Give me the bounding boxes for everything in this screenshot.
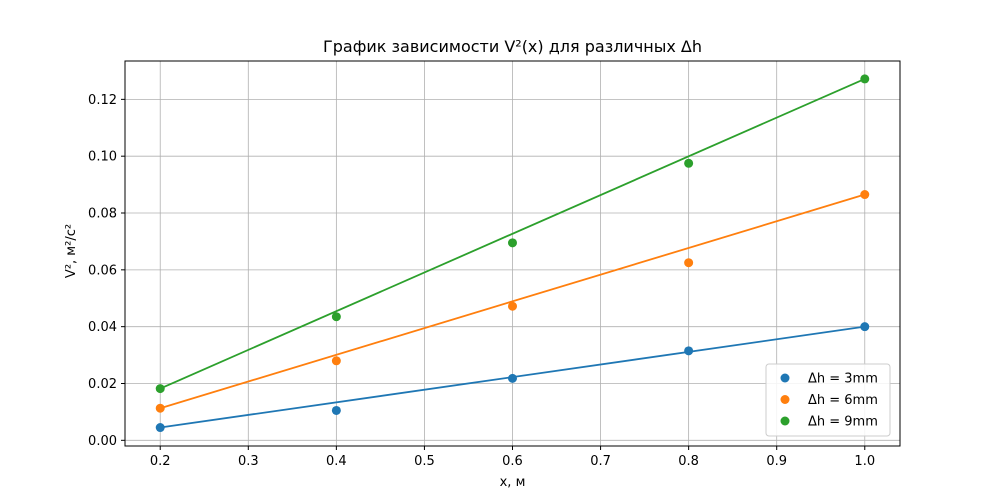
data-point: [331, 405, 341, 415]
x-tick-label: 0.9: [766, 454, 787, 469]
y-tick-label: 0.00: [88, 434, 117, 449]
x-tick-label: 0.2: [150, 454, 171, 469]
x-tick-label: 1.0: [854, 454, 875, 469]
legend-box: [765, 363, 891, 437]
y-tick-label: 0.06: [88, 263, 117, 278]
y-tick-label: 0.10: [88, 150, 117, 165]
data-point: [684, 258, 694, 268]
y-tick-label: 0.04: [88, 320, 117, 335]
y-axis-label: V², м²/с²: [64, 224, 79, 278]
data-point: [508, 301, 517, 311]
data-point: [331, 312, 341, 322]
x-tick-label: 0.4: [326, 454, 347, 469]
data-point: [331, 356, 341, 366]
x-axis-label: x, м: [500, 475, 526, 490]
legend-label: Δh = 6mm: [808, 393, 878, 408]
legend-label: Δh = 9mm: [808, 415, 878, 430]
data-point: [155, 423, 165, 433]
x-tick-label: 0.5: [414, 454, 435, 469]
x-tick-label: 0.6: [502, 454, 523, 469]
x-tick-label: 0.8: [678, 454, 699, 469]
y-tick-label: 0.08: [88, 207, 117, 222]
fit-line: [159, 193, 866, 410]
legend-marker: [780, 416, 790, 426]
y-axis-ticks: 0.00 0.02 0.04 0.06 0.08 0.10 0.12: [88, 93, 125, 449]
legend: Δh = 3mm Δh = 6mm Δh = 9mm: [765, 363, 891, 437]
data-point: [508, 373, 517, 383]
data-point: [155, 403, 165, 413]
legend-label: Δh = 3mm: [808, 372, 878, 387]
legend-marker: [780, 395, 790, 404]
data-point: [860, 74, 870, 84]
data-point: [860, 322, 870, 332]
x-tick-label: 0.3: [238, 454, 259, 469]
y-tick-label: 0.12: [88, 93, 117, 108]
data-point: [508, 238, 517, 248]
data-points: [155, 74, 870, 433]
y-tick-label: 0.02: [88, 377, 117, 392]
legend-marker: [780, 373, 790, 383]
data-point: [155, 384, 165, 394]
x-tick-label: 0.7: [590, 454, 611, 469]
data-point: [860, 190, 870, 200]
x-axis-ticks: 0.2 0.3 0.4 0.5 0.6 0.7 0.8 0.9 1.0: [150, 446, 875, 469]
fit-line: [159, 78, 866, 390]
chart-title: График зависимости V²(x) для различных Δ…: [323, 37, 702, 56]
data-point: [684, 158, 694, 168]
data-point: [684, 346, 694, 356]
